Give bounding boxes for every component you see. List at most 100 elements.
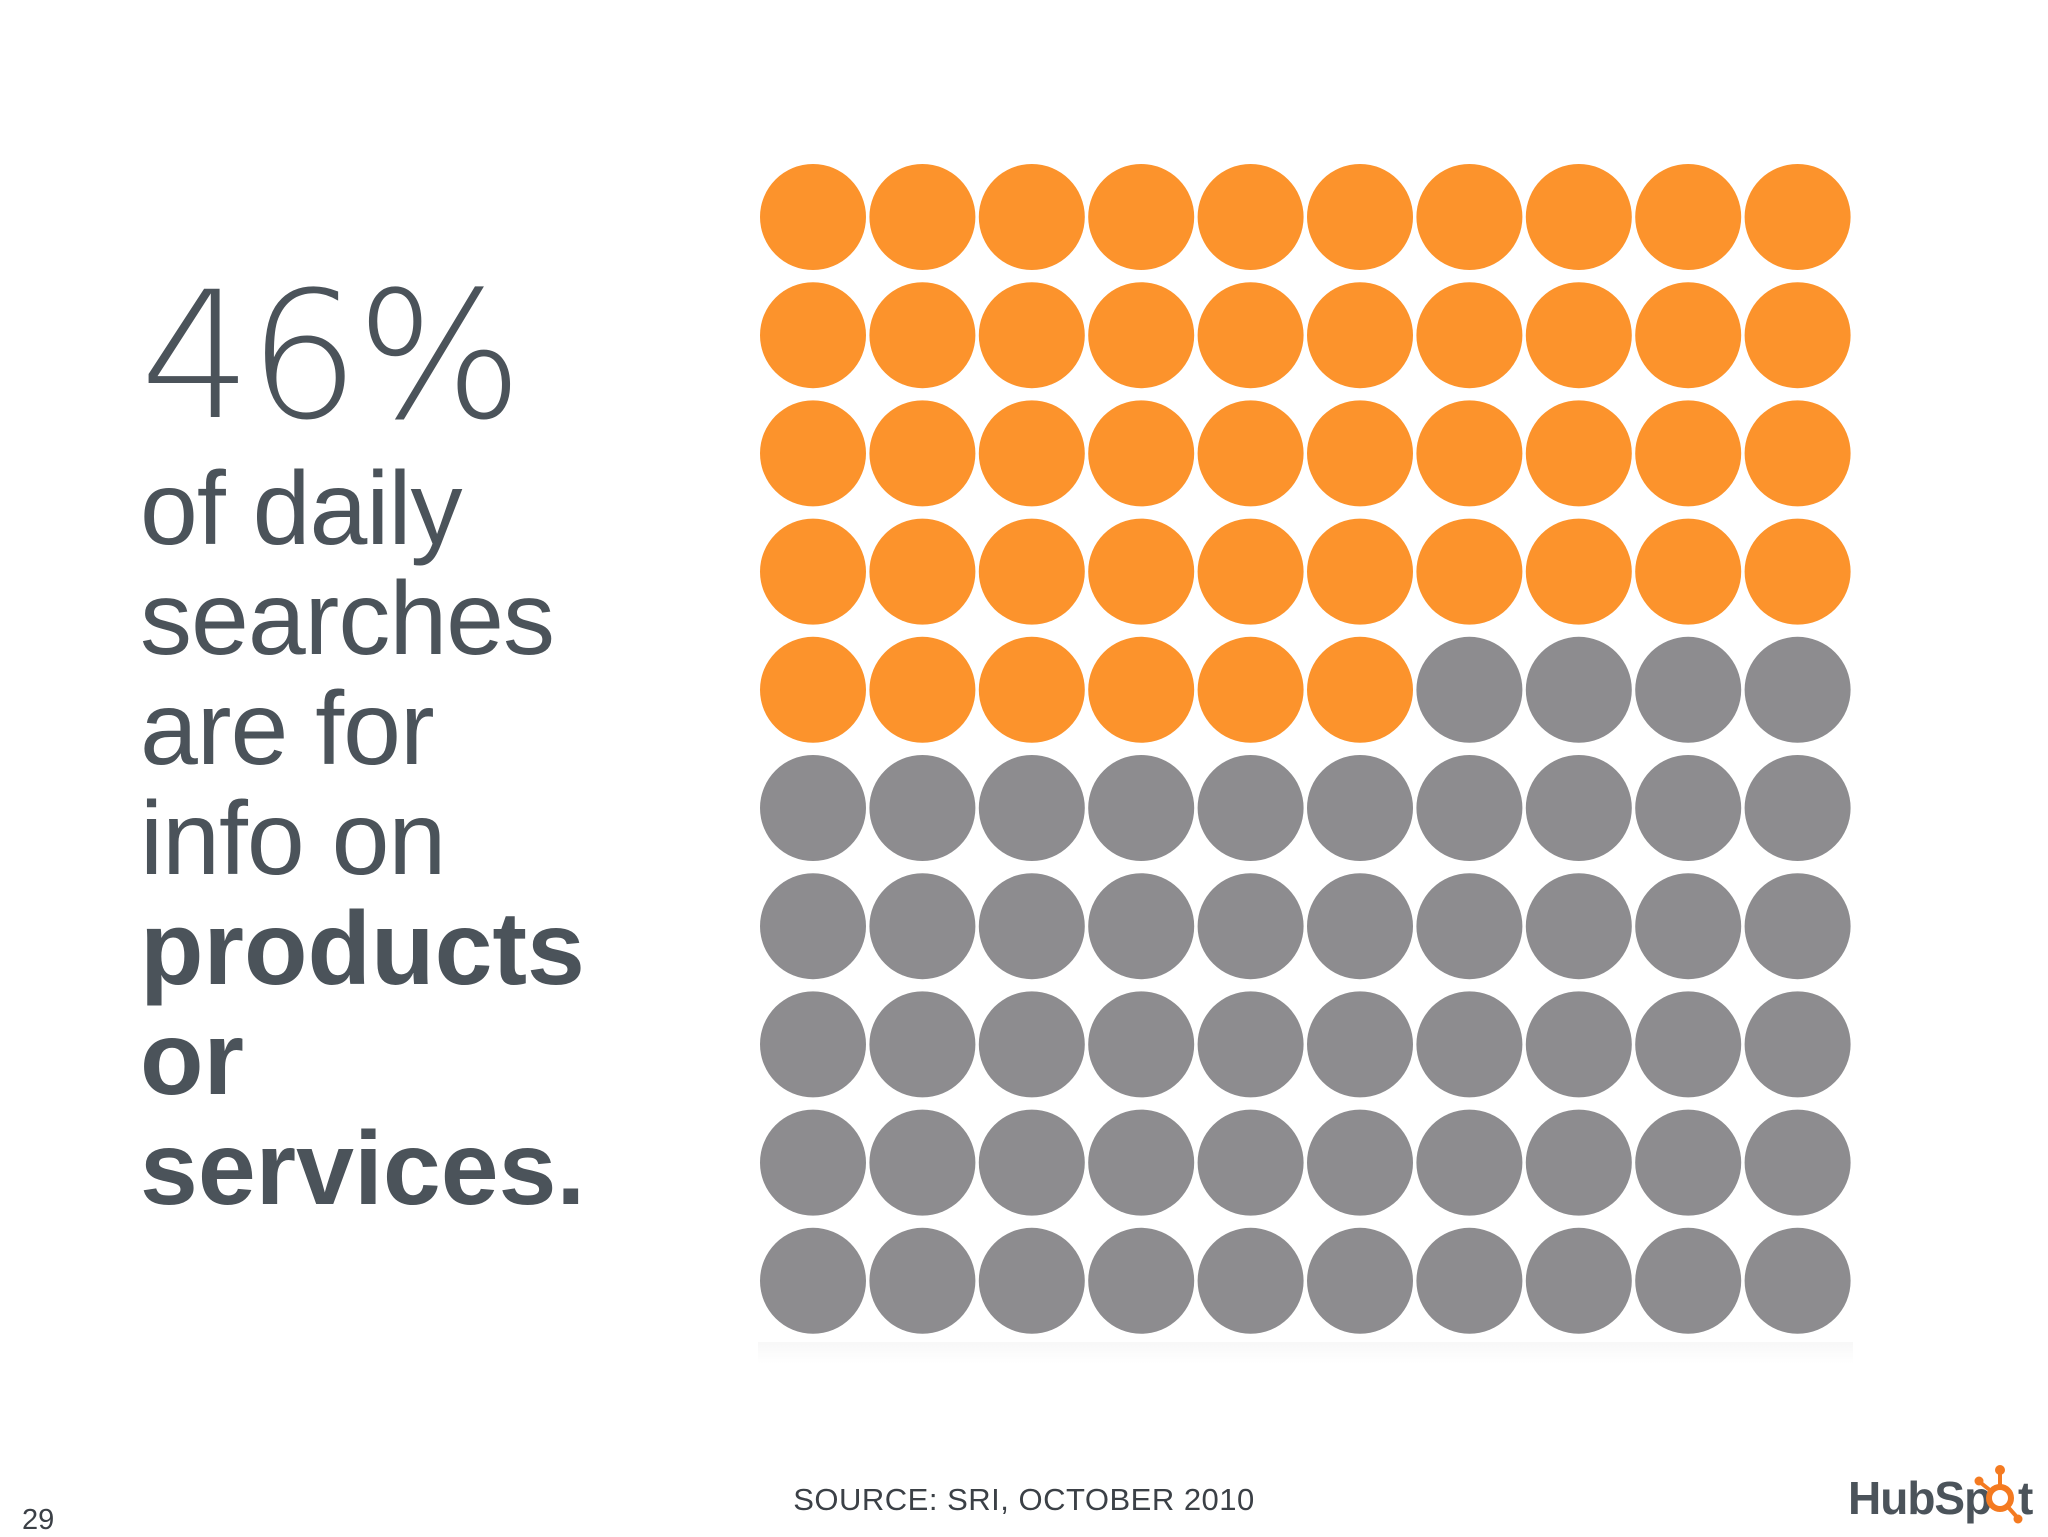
waffle-dot-rest — [1744, 1109, 1851, 1216]
waffle-dot-rest — [1744, 636, 1851, 743]
waffle-dot-highlighted — [1635, 518, 1742, 625]
waffle-dot-highlighted — [1525, 164, 1632, 270]
waffle-dot-highlighted — [760, 400, 866, 507]
waffle-dot-rest — [760, 873, 866, 980]
waffle-dot-highlighted — [1416, 282, 1523, 389]
sprocket-icon — [1974, 1465, 2023, 1524]
waffle-dot-highlighted — [760, 518, 866, 625]
waffle-dot-rest — [1525, 1109, 1632, 1216]
waffle-dot-highlighted — [869, 400, 976, 507]
waffle-chart — [760, 164, 1851, 1334]
chart-reflection — [758, 1342, 1853, 1364]
waffle-dot-rest — [1416, 991, 1523, 1098]
waffle-dot-highlighted — [869, 282, 976, 389]
waffle-dot-rest — [978, 991, 1085, 1098]
waffle-dot-highlighted — [1197, 400, 1304, 507]
waffle-dot-rest — [1307, 873, 1413, 980]
waffle-dot-rest — [1088, 873, 1195, 980]
waffle-dot-highlighted — [1088, 518, 1195, 625]
waffle-dot-rest — [1416, 873, 1523, 980]
waffle-dot-highlighted — [1635, 282, 1742, 389]
waffle-dot-rest — [1197, 755, 1304, 861]
waffle-dot-rest — [978, 755, 1085, 861]
page-number: 29 — [22, 1504, 55, 1536]
waffle-dot-rest — [1525, 1227, 1632, 1334]
svg-text:t: t — [2018, 1472, 2033, 1524]
waffle-dot-rest — [1416, 1109, 1523, 1216]
waffle-dot-highlighted — [1416, 518, 1523, 625]
waffle-dot-highlighted — [1088, 164, 1195, 270]
waffle-dot-highlighted — [1088, 636, 1195, 743]
waffle-dot-rest — [869, 1109, 976, 1216]
headline: 46% of daily searches are for info on pr… — [140, 254, 700, 1227]
waffle-dot-highlighted — [1744, 164, 1851, 270]
waffle-dot-rest — [760, 1227, 866, 1334]
waffle-dot-highlighted — [1307, 518, 1413, 625]
headline-bold-line-3: services. — [140, 1111, 586, 1227]
waffle-dot-rest — [1744, 1227, 1851, 1334]
waffle-dot-highlighted — [1416, 164, 1523, 270]
waffle-dot-rest — [869, 873, 976, 980]
waffle-dot-rest — [1635, 636, 1742, 743]
waffle-dot-highlighted — [1525, 282, 1632, 389]
hubspot-logo: HubSp t — [1848, 1465, 2033, 1524]
waffle-dot-highlighted — [1307, 282, 1413, 389]
waffle-dot-rest — [1307, 991, 1413, 1098]
headline-bold-line-2: or — [140, 1001, 244, 1117]
waffle-dot-rest — [1197, 991, 1304, 1098]
waffle-dot-rest — [978, 1227, 1085, 1334]
waffle-dot-rest — [1525, 873, 1632, 980]
waffle-dot-rest — [869, 991, 976, 1098]
waffle-dot-rest — [1744, 873, 1851, 980]
waffle-dot-highlighted — [978, 282, 1085, 389]
waffle-dot-highlighted — [1416, 400, 1523, 507]
waffle-dot-highlighted — [1088, 282, 1195, 389]
waffle-dot-highlighted — [760, 282, 866, 389]
waffle-dot-highlighted — [1088, 400, 1195, 507]
waffle-dot-rest — [760, 1109, 866, 1216]
waffle-dot-rest — [1416, 1227, 1523, 1334]
headline-line-3: are for — [140, 671, 435, 787]
waffle-dot-rest — [760, 991, 866, 1098]
waffle-dot-highlighted — [869, 518, 976, 625]
waffle-dot-rest — [978, 873, 1085, 980]
waffle-dot-highlighted — [978, 164, 1085, 270]
waffle-dot-highlighted — [978, 518, 1085, 625]
waffle-dot-rest — [760, 755, 866, 861]
headline-line-2: searches — [140, 561, 555, 677]
waffle-dot-rest — [869, 1227, 976, 1334]
waffle-dot-rest — [1307, 755, 1413, 861]
waffle-dot-highlighted — [1197, 518, 1304, 625]
waffle-dot-rest — [1525, 636, 1632, 743]
waffle-dot-rest — [1088, 755, 1195, 861]
waffle-dot-rest — [1307, 1109, 1413, 1216]
headline-bold-line-1: products — [140, 891, 585, 1007]
waffle-dot-highlighted — [1197, 636, 1304, 743]
svg-text:HubSp: HubSp — [1848, 1472, 1991, 1524]
waffle-dot-highlighted — [1307, 400, 1413, 507]
waffle-dot-rest — [1635, 1227, 1742, 1334]
waffle-dot-rest — [1307, 1227, 1413, 1334]
waffle-dot-rest — [1744, 755, 1851, 861]
waffle-dot-highlighted — [1635, 400, 1742, 507]
waffle-dot-highlighted — [1744, 518, 1851, 625]
waffle-dot-highlighted — [869, 636, 976, 743]
waffle-dot-rest — [1525, 755, 1632, 861]
waffle-dot-rest — [1635, 755, 1742, 861]
waffle-dot-highlighted — [978, 636, 1085, 743]
waffle-dot-rest — [978, 1109, 1085, 1216]
waffle-dot-rest — [1197, 1227, 1304, 1334]
headline-percent: 46% — [140, 254, 523, 459]
waffle-dot-rest — [1088, 991, 1195, 1098]
source-note: SOURCE: SRI, OCTOBER 2010 — [793, 1482, 1255, 1517]
waffle-dot-rest — [1197, 873, 1304, 980]
waffle-dot-highlighted — [978, 400, 1085, 507]
waffle-dot-rest — [1744, 991, 1851, 1098]
waffle-dot-highlighted — [1307, 636, 1413, 743]
waffle-dot-highlighted — [869, 164, 976, 270]
waffle-dot-rest — [1088, 1109, 1195, 1216]
waffle-dot-highlighted — [1635, 164, 1742, 270]
waffle-dot-highlighted — [760, 636, 866, 743]
waffle-dot-rest — [1635, 873, 1742, 980]
waffle-dot-rest — [1088, 1227, 1195, 1334]
